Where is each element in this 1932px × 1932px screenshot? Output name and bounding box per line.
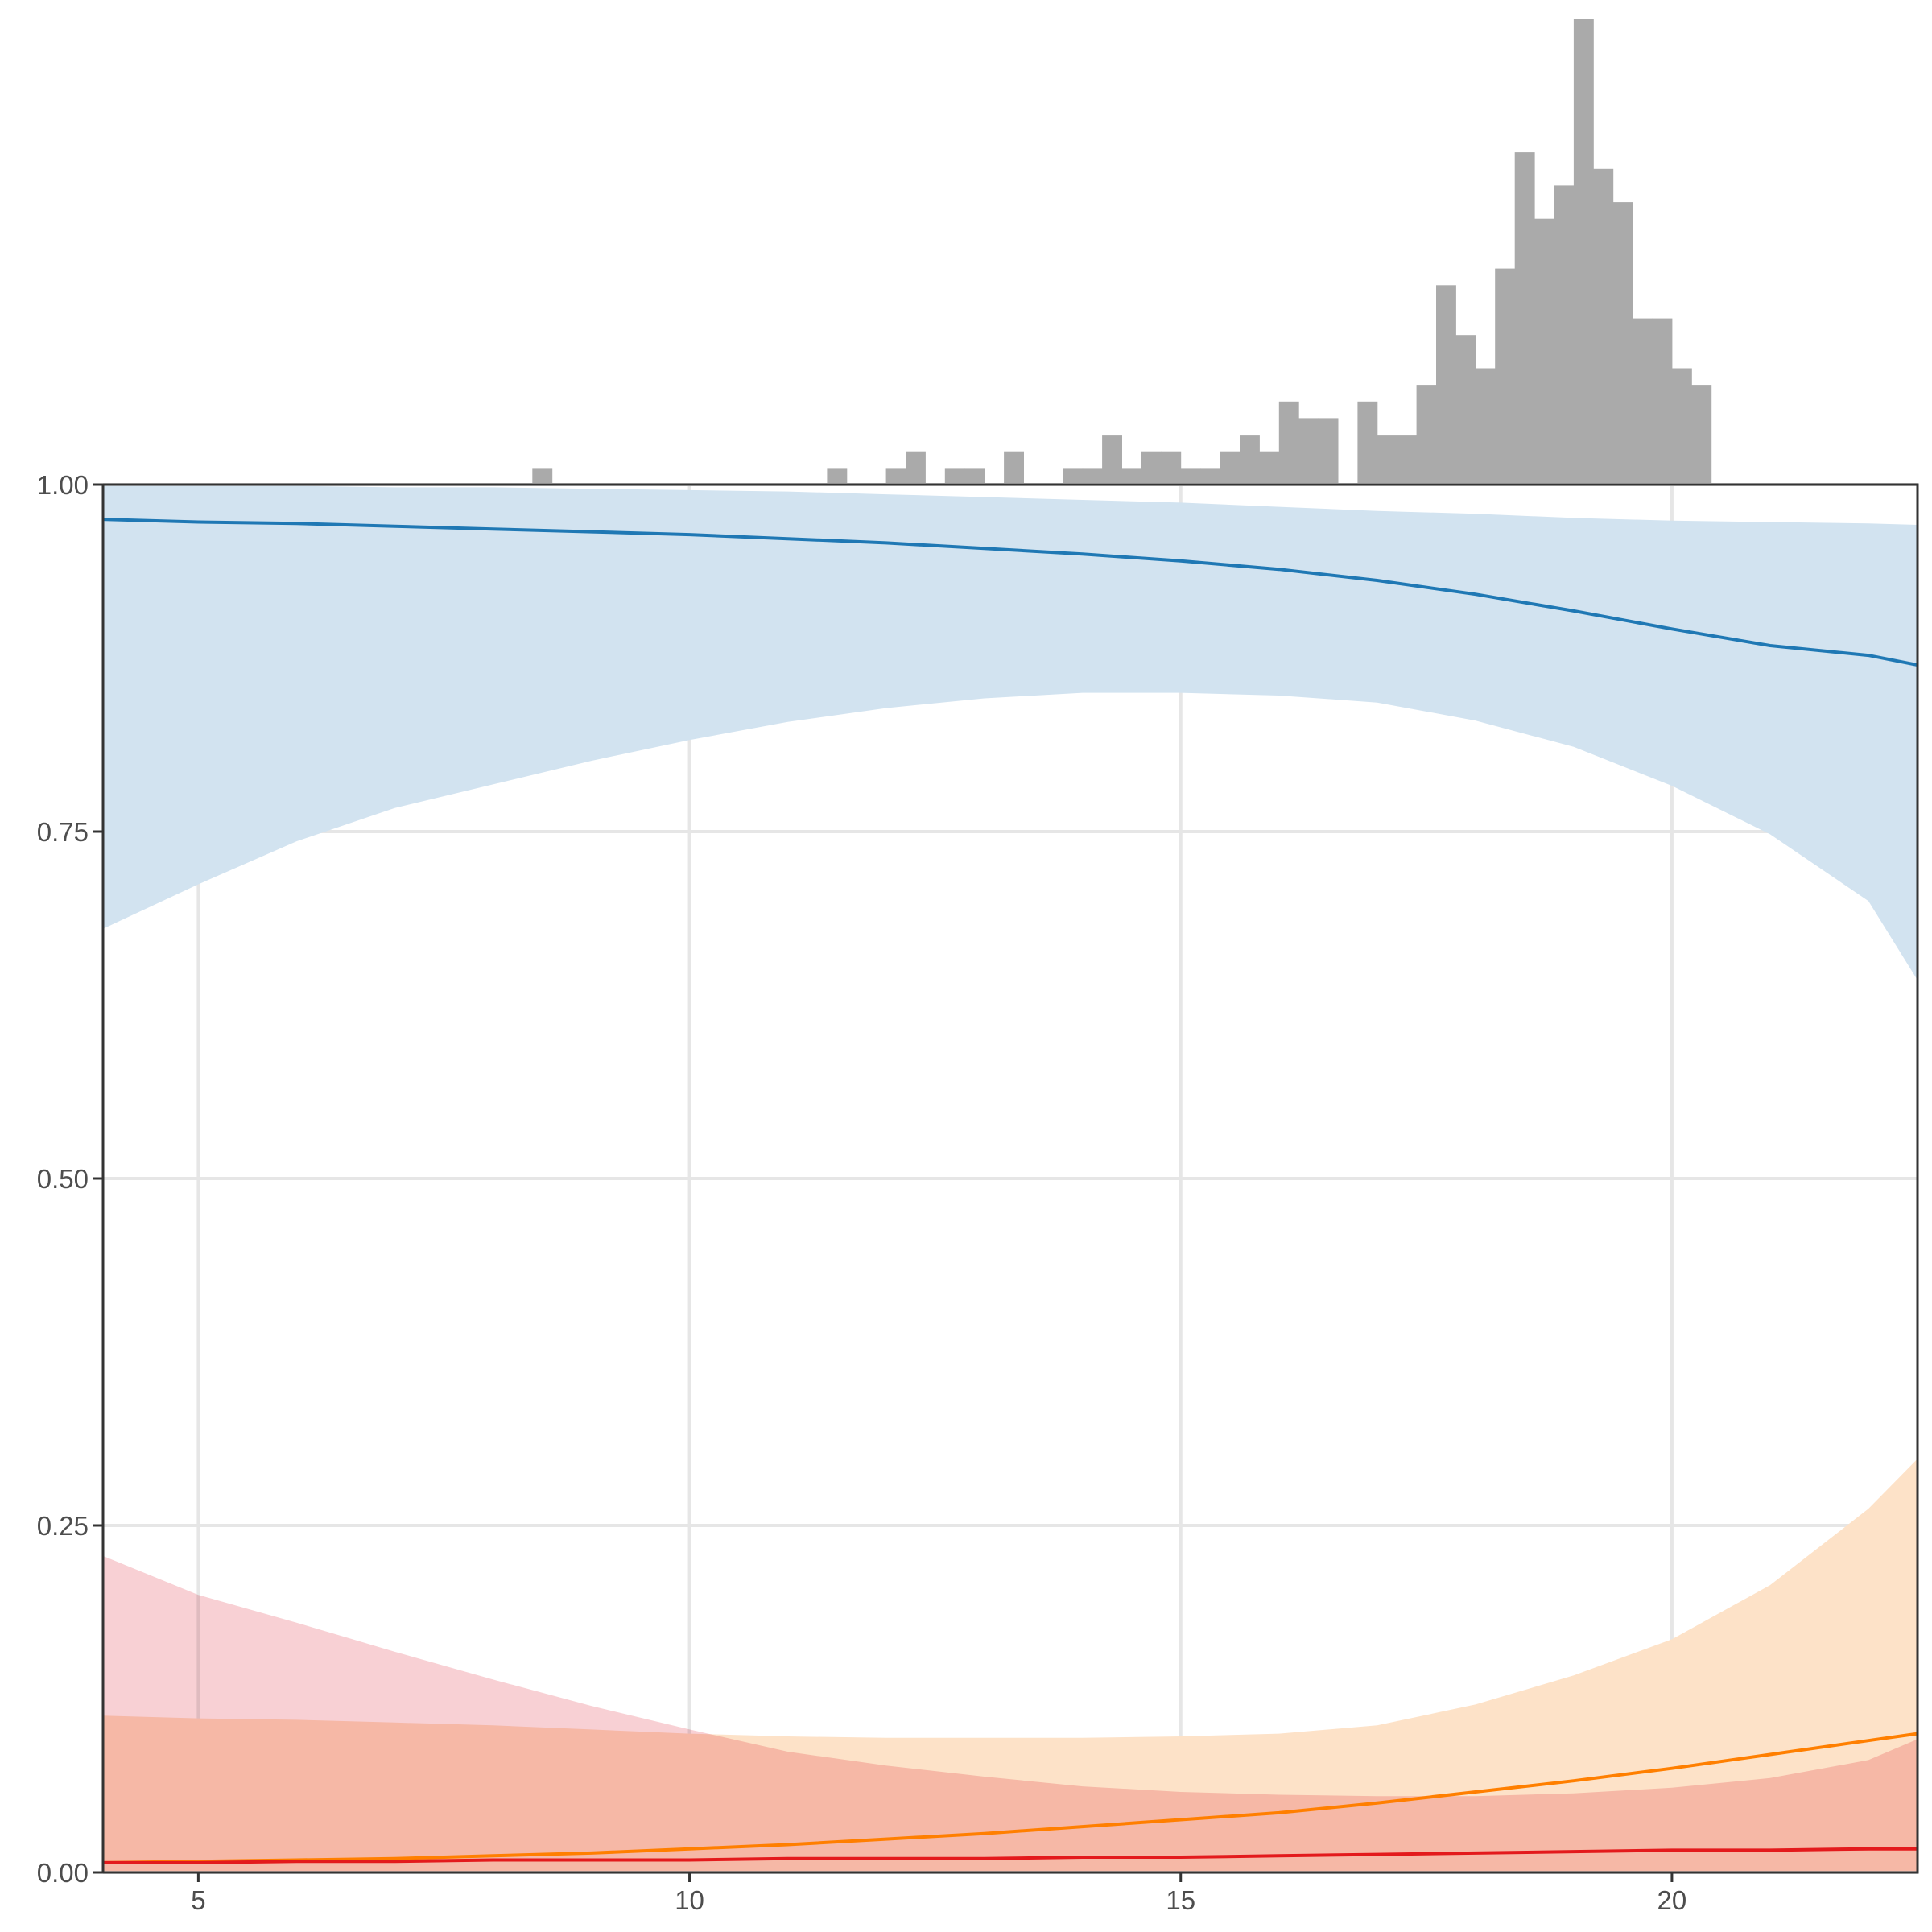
histogram-bar-21 (1357, 401, 1378, 485)
histogram-bar-28 (1495, 268, 1516, 485)
histogram-bar-35 (1633, 318, 1653, 485)
histogram-bar-34 (1612, 202, 1633, 485)
histogram-bar-13 (1180, 468, 1201, 485)
histogram-bar-27 (1475, 368, 1496, 485)
x-tick-label-3: 20 (1657, 1885, 1687, 1915)
histogram-bar-16 (1240, 435, 1260, 485)
histogram-bar-23 (1397, 435, 1418, 485)
x-tick-label-0: 5 (191, 1885, 205, 1915)
axes: 5 10 15 20 0.00 0.25 0.50 0.75 1.00 (37, 470, 1687, 1915)
histogram-bar-11 (1141, 451, 1162, 485)
marginal-histogram (532, 19, 1712, 485)
histogram-bar-17 (1259, 451, 1280, 485)
histogram-bar-26 (1455, 335, 1476, 485)
histogram-bar-2 (886, 468, 906, 485)
histogram-bar-20 (1318, 418, 1339, 485)
histogram-bar-38 (1691, 385, 1712, 485)
histogram-bar-10 (1121, 468, 1142, 485)
series-1-line (102, 1732, 1918, 1864)
histogram-bar-31 (1554, 185, 1575, 485)
series-2-band (103, 1555, 1918, 1872)
histogram-bar-1 (827, 468, 848, 485)
histogram-bar-32 (1573, 19, 1594, 485)
y-tick-label-0: 0.00 (37, 1858, 89, 1888)
series-2-line (103, 1847, 1918, 1864)
histogram-bar-5 (964, 468, 985, 485)
histogram-bar-15 (1220, 451, 1241, 485)
histogram-bar-18 (1278, 401, 1299, 485)
histogram-bar-3 (906, 451, 926, 485)
y-tick-label-3: 0.75 (37, 817, 89, 847)
histogram-bar-36 (1652, 318, 1673, 485)
histogram-bar-4 (944, 468, 965, 485)
histogram-bar-19 (1298, 418, 1319, 485)
histogram-bar-6 (1004, 451, 1024, 485)
histogram-bar-37 (1671, 368, 1692, 485)
histogram-bar-25 (1436, 285, 1456, 485)
histogram-bar-0 (532, 468, 553, 485)
histogram-bar-14 (1200, 468, 1220, 485)
series-0-band (103, 485, 1918, 980)
histogram-bar-22 (1377, 435, 1397, 485)
histogram-bar-33 (1593, 168, 1614, 485)
y-tick-label-4: 1.00 (37, 470, 89, 500)
histogram-bar-8 (1082, 468, 1103, 485)
histogram-bar-7 (1063, 468, 1084, 485)
histogram-bar-24 (1416, 385, 1437, 485)
x-tick-label-1: 10 (675, 1885, 704, 1915)
series-0-line (102, 518, 1918, 667)
confidence-bands (103, 485, 1918, 1872)
y-tick-label-2: 0.50 (37, 1164, 89, 1194)
series-lines (102, 518, 1918, 1864)
x-tick-label-2: 15 (1166, 1885, 1195, 1915)
y-tick-label-1: 0.25 (37, 1511, 89, 1541)
histogram-bar-9 (1102, 435, 1122, 485)
histogram-bar-29 (1514, 152, 1535, 485)
histogram-bar-12 (1161, 451, 1182, 485)
histogram-bar-30 (1534, 218, 1554, 485)
